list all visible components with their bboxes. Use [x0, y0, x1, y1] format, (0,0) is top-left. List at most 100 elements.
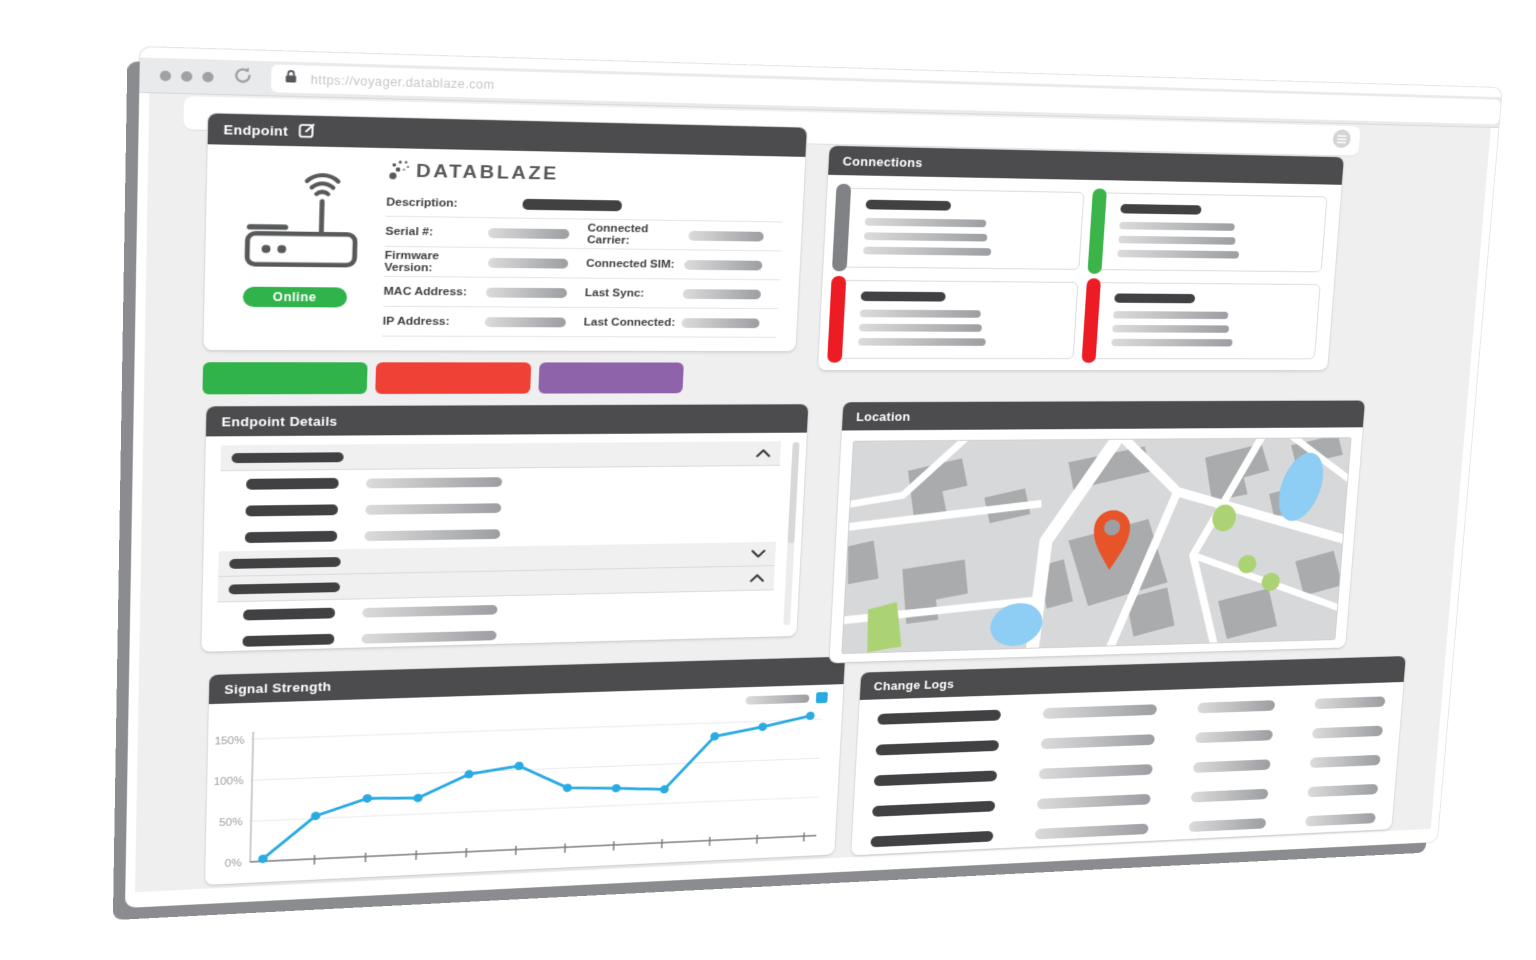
log-entry-placeholder: [1190, 788, 1269, 803]
connection-card[interactable]: [1081, 278, 1321, 363]
field-label: Description:: [386, 196, 458, 210]
data-point: [611, 783, 621, 793]
log-entry-placeholder: [1309, 754, 1381, 769]
panel-title: Endpoint Details: [221, 413, 338, 429]
field-label: Last Sync:: [584, 286, 645, 300]
status-badge: Online: [242, 286, 347, 308]
field-value-placeholder: [681, 317, 760, 328]
endpoint-panel: Endpoint: [203, 113, 807, 352]
field-label: Serial #:: [385, 225, 434, 238]
connection-line-placeholder: [863, 246, 992, 256]
gridline: [250, 758, 820, 780]
legend-swatch: [815, 691, 828, 704]
connection-status-bar-gray: [831, 183, 852, 272]
log-entry-placeholder: [1197, 700, 1276, 714]
router-icon: [226, 159, 366, 279]
field-value-placeholder: [487, 227, 569, 239]
chevron-down-icon[interactable]: [751, 545, 766, 562]
field-row: Firmware Version: Connected SIM:: [384, 246, 781, 281]
field-value-placeholder: [485, 287, 567, 298]
signal-line: [263, 716, 810, 859]
panel-title: Endpoint: [223, 121, 289, 139]
connection-line-placeholder: [1117, 235, 1236, 245]
lock-icon: [284, 69, 298, 89]
log-entry-placeholder: [1188, 818, 1267, 833]
log-entry-placeholder: [1042, 704, 1158, 719]
connection-card[interactable]: [827, 275, 1079, 363]
action-button-red[interactable]: [375, 362, 532, 394]
field-label: Last Connected:: [583, 316, 676, 329]
panel-title: Location: [855, 409, 911, 424]
datablaze-logo-icon: [387, 157, 411, 187]
log-entry-placeholder: [1036, 793, 1151, 810]
data-point: [710, 732, 720, 741]
url-field[interactable]: https://voyager.datablaze.com: [270, 64, 1501, 125]
action-button-green[interactable]: [202, 362, 368, 395]
log-entry-placeholder: [870, 830, 994, 848]
change-log-row: [875, 725, 1384, 756]
connection-line-placeholder: [1118, 221, 1235, 231]
connection-line-placeholder: [863, 232, 988, 242]
change-log-row: [877, 696, 1386, 725]
log-entry-placeholder: [877, 709, 1002, 725]
change-log-row: [872, 783, 1379, 817]
field-value-placeholder: [484, 316, 566, 327]
data-point: [464, 769, 474, 779]
window-control-dot[interactable]: [181, 70, 193, 82]
chevron-up-icon[interactable]: [749, 570, 764, 587]
field-row: IP Address: Last Connected:: [382, 306, 778, 338]
log-entry-placeholder: [1312, 725, 1384, 739]
detail-value-placeholder: [365, 502, 502, 515]
connection-line-placeholder: [1116, 249, 1239, 259]
log-entry-placeholder: [1038, 764, 1153, 780]
connection-title-placeholder: [865, 199, 952, 211]
action-button-purple[interactable]: [538, 362, 684, 394]
change-logs-panel: Change Logs: [851, 656, 1406, 856]
field-value-placeholder: [684, 259, 763, 271]
detail-value-placeholder: [364, 528, 501, 541]
connection-line-placeholder: [864, 217, 987, 228]
field-label: Connected Carrier:: [586, 222, 649, 247]
log-entry-placeholder: [1195, 729, 1273, 744]
connection-card[interactable]: [831, 183, 1084, 272]
log-entry-placeholder: [1192, 759, 1271, 773]
log-entry-placeholder: [872, 800, 996, 817]
location-map[interactable]: [841, 437, 1352, 655]
y-tick-label: 150%: [214, 734, 245, 747]
endpoint-details-panel: Endpoint Details: [201, 404, 809, 652]
detail-label-placeholder: [243, 607, 336, 621]
edit-icon[interactable]: [298, 121, 316, 141]
connection-card[interactable]: [1086, 188, 1328, 274]
field-label: Firmware Version:: [384, 249, 440, 274]
x-axis: [250, 836, 816, 862]
window-control-dot[interactable]: [202, 71, 214, 82]
connection-line-placeholder: [858, 338, 986, 346]
location-panel: Location: [829, 400, 1365, 663]
panel-title: Connections: [842, 153, 924, 170]
connection-line-placeholder: [859, 309, 981, 318]
detail-value-placeholder: [366, 476, 503, 488]
data-point: [413, 793, 423, 803]
detail-label-placeholder: [242, 633, 335, 647]
menu-icon[interactable]: [1331, 128, 1352, 153]
log-entry-placeholder: [875, 740, 1000, 756]
browser-window: https://voyager.datablaze.com Endpoi: [125, 47, 1502, 909]
log-entry-placeholder: [1307, 783, 1379, 798]
window-control-dot[interactable]: [159, 70, 172, 81]
gridline: [251, 719, 823, 739]
connection-status-bar-green: [1086, 188, 1107, 274]
refresh-icon[interactable]: [232, 65, 254, 90]
chevron-up-icon[interactable]: [756, 445, 772, 462]
detail-value-placeholder: [361, 630, 497, 644]
panel-title: Change Logs: [873, 676, 955, 693]
log-entry-placeholder: [1040, 734, 1155, 750]
url-text: https://voyager.datablaze.com: [310, 72, 495, 92]
data-point: [758, 722, 768, 732]
data-point: [258, 854, 268, 864]
field-label: IP Address:: [382, 315, 450, 328]
connection-title-placeholder: [1113, 293, 1195, 304]
field-value-placeholder: [487, 257, 568, 269]
log-entry-placeholder: [1314, 696, 1386, 710]
section-title-placeholder: [231, 451, 344, 463]
connection-status-bar-red: [1081, 278, 1101, 363]
